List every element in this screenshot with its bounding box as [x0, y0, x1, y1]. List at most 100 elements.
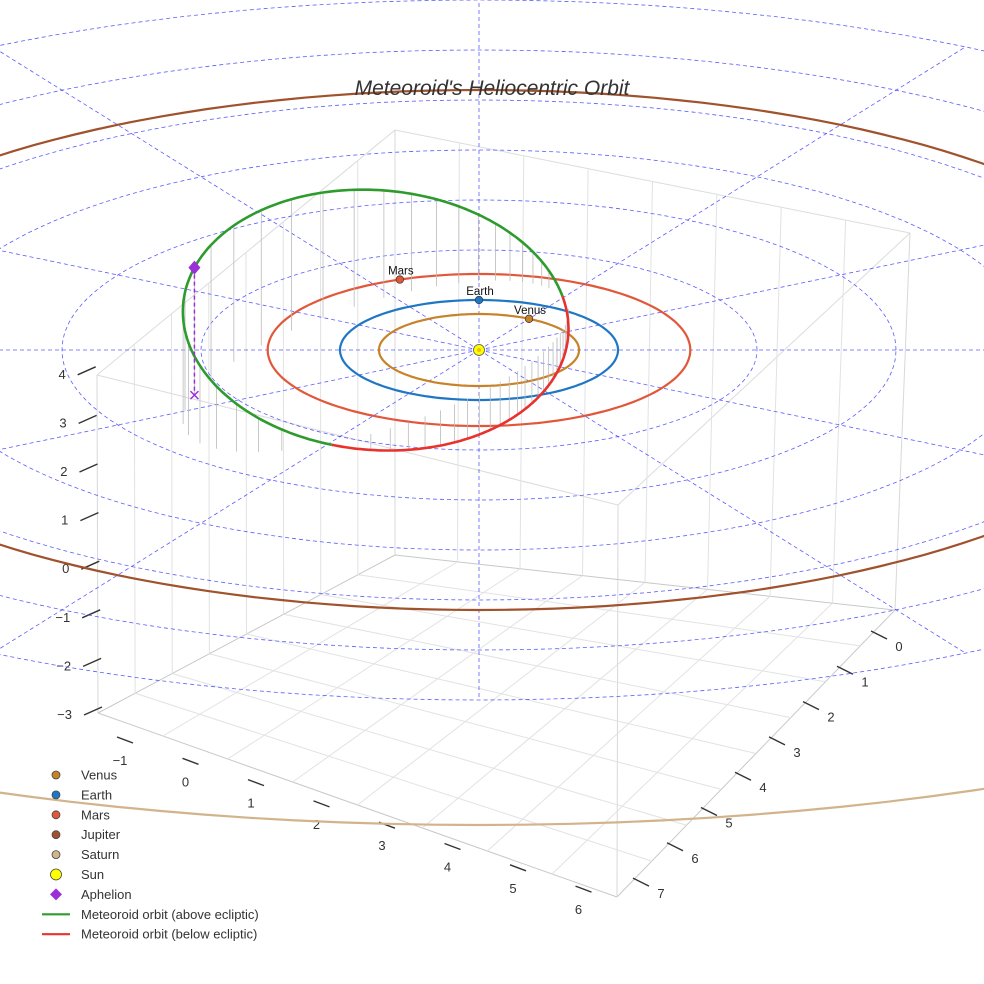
y-tick-mark	[802, 700, 820, 711]
sun-core	[477, 348, 481, 352]
y-tick-label: 1	[861, 674, 868, 689]
meteoroid-orbit-below	[331, 371, 559, 452]
z-tick-label: −2	[56, 658, 71, 673]
legend-marker	[50, 868, 62, 881]
ecliptic-grid-radial	[478, 46, 966, 351]
wall-gridline	[171, 313, 173, 674]
wall-gridline	[208, 283, 210, 654]
y-tick-mark	[870, 630, 888, 640]
x-tick-mark	[509, 864, 527, 872]
y-tick-mark	[666, 842, 684, 852]
legend-label: Venus	[81, 768, 118, 783]
legend-label: Aphelion	[81, 887, 132, 902]
legend-label: Meteoroid orbit (below ecliptic)	[81, 927, 257, 942]
y-tick-label: 2	[827, 710, 834, 725]
wall-gridline	[769, 207, 782, 597]
meteoroid-orbit-above	[181, 188, 564, 447]
z-tick-label: 4	[58, 367, 65, 382]
legend-label: Saturn	[81, 847, 119, 862]
x-tick-mark	[182, 757, 199, 765]
x-tick-label: 2	[313, 817, 320, 832]
wall-gridline	[133, 344, 136, 694]
floor-gridline	[422, 588, 708, 829]
y-tick-mark	[700, 806, 718, 817]
legend-marker	[50, 888, 62, 901]
z-tick-label: 2	[60, 464, 67, 479]
box-edge	[616, 504, 619, 898]
legend-label: Jupiter	[81, 827, 121, 842]
earth-label: Earth	[466, 286, 494, 298]
legend-label: Sun	[81, 867, 104, 882]
y-tick-mark	[734, 771, 752, 781]
legend-marker	[51, 770, 61, 780]
floor-gridline	[283, 613, 791, 719]
y-tick-label: 4	[759, 780, 766, 795]
y-tick-mark	[632, 877, 650, 887]
z-tick-label: −1	[55, 610, 70, 625]
floor-gridline	[486, 595, 771, 852]
wall-gridline	[832, 220, 847, 604]
wall-gridline	[519, 155, 525, 569]
z-tick-mark	[77, 366, 96, 376]
y-tick-label: 5	[725, 816, 732, 831]
x-tick-mark	[116, 736, 134, 744]
y-tick-label: 0	[895, 639, 902, 654]
x-tick-label: 6	[575, 902, 582, 917]
box-edge	[96, 374, 99, 714]
floor-gridline	[357, 574, 861, 647]
z-tick-mark	[80, 511, 99, 522]
x-tick-mark	[575, 885, 592, 893]
legend-label: Earth	[81, 787, 112, 802]
wall-gridline	[245, 252, 247, 635]
box-edge	[617, 232, 911, 506]
z-tick-mark	[82, 657, 102, 668]
legend-label: Meteoroid orbit (above ecliptic)	[81, 907, 259, 922]
axes-box	[96, 129, 911, 898]
aphelion-projection-marker	[189, 390, 199, 400]
venus-marker	[524, 314, 534, 323]
z-tick-mark	[78, 414, 97, 425]
legend-marker	[51, 790, 61, 800]
y-tick-label: 3	[793, 745, 800, 760]
mars-label: Mars	[388, 266, 414, 278]
legend-marker	[51, 850, 61, 859]
z-tick-label: 1	[61, 513, 68, 528]
y-tick-label: 6	[691, 851, 698, 866]
earth-marker	[474, 295, 484, 305]
x-tick-label: 0	[182, 774, 189, 789]
x-tick-mark	[444, 842, 461, 851]
z-tick-label: 3	[59, 415, 66, 430]
legend-marker	[51, 830, 61, 840]
x-tick-label: 4	[444, 860, 451, 875]
legend-marker	[51, 810, 61, 820]
box-edge	[894, 232, 911, 611]
z-tick-mark	[79, 463, 98, 473]
orbits-layer	[0, 0, 984, 827]
wall-gridline	[707, 194, 718, 590]
z-tick-mark	[81, 609, 101, 619]
mars-marker	[395, 275, 405, 284]
ecliptic-grid-radial	[0, 349, 480, 649]
ecliptic-grid-radial	[0, 250, 480, 351]
y-tick-label: 7	[657, 886, 664, 901]
x-tick-label: −1	[113, 753, 128, 768]
x-tick-label: 5	[509, 881, 516, 896]
x-tick-mark	[313, 800, 330, 808]
chart-title: Meteoroid's Heliocentric Orbit	[355, 77, 631, 100]
ecliptic-grid-radial	[478, 349, 984, 456]
meteoroid-orbit-below	[555, 295, 570, 374]
legend-label: Mars	[81, 807, 110, 822]
earth-orbit	[338, 298, 620, 402]
ecliptic-grid-circle	[0, 0, 984, 701]
venus-label: Venus	[514, 305, 546, 317]
legend: Venus Earth Mars Jupiter Saturn Sun Aphelion Me…	[42, 768, 259, 942]
aphelion-marker	[188, 260, 201, 275]
jupiter-orbit	[0, 88, 984, 612]
ecliptic-grid-radial	[478, 349, 966, 654]
x-tick-label: 1	[247, 796, 254, 811]
y-tick-mark	[836, 665, 854, 675]
mars-orbit	[266, 272, 692, 428]
ecliptic-grid-radial	[0, 349, 480, 450]
z-tick-mark	[83, 706, 103, 716]
